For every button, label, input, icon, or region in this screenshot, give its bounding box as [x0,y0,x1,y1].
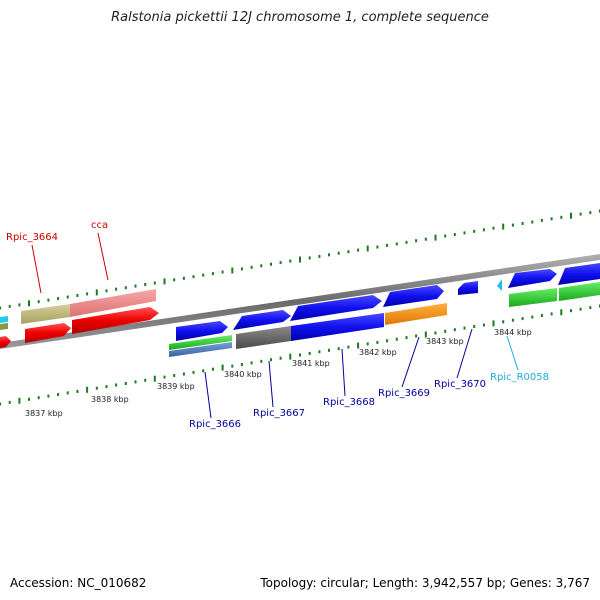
gene-label-leader [456,328,473,379]
scale-label: 3839 kbp [157,382,195,391]
gene-label-leader [268,360,274,408]
scale-label: 3843 kbp [426,337,464,346]
gene-feature-rpic-3668[interactable] [291,313,384,341]
gene-label[interactable]: Rpic_3664 [6,232,58,243]
gene-feature-rpic-3669[interactable] [385,303,447,325]
gene-label-leader [204,371,212,419]
gene-label-leader [506,335,519,371]
gene-label[interactable]: Rpic_3667 [253,408,305,419]
gene-feature-rpic-3669-outer[interactable] [383,285,444,307]
gene-features [0,263,600,357]
gene-feature-rpic-r0058[interactable] [497,279,502,291]
gene-label[interactable]: cca [91,220,108,231]
gene-feature-green-a[interactable] [169,335,232,350]
chromosome-backbone [0,254,600,349]
gene-feature-gray[interactable] [236,326,291,349]
gene-label[interactable]: Rpic_3668 [323,397,375,408]
gene-feature-green-right-b[interactable] [559,282,600,301]
gene-feature-rpic-3666[interactable] [176,321,228,341]
gene-label[interactable]: Rpic_3666 [189,419,241,430]
gene-label[interactable]: Rpic_3670 [434,379,486,390]
gene-feature-red-edge[interactable] [0,336,11,348]
gene-label[interactable]: Rpic_3669 [378,388,430,399]
inner-tick-marks [0,304,600,406]
gene-feature-steel[interactable] [169,342,232,357]
scale-label: 3841 kbp [292,359,330,368]
gene-feature-rpic-3670[interactable] [458,281,478,295]
scale-label: 3840 kbp [224,370,262,379]
outer-tick-marks [0,209,600,310]
gene-feature-olive[interactable] [21,304,70,324]
gene-label-leader [31,244,42,294]
gene-label-leader [401,336,420,388]
scale-label: 3838 kbp [91,395,129,404]
gene-labels: Rpic_3664ccaRpic_3666Rpic_3667Rpic_3668R… [6,220,549,430]
gene-label-leader [341,348,346,397]
map-title: Ralstonia pickettii 12J chromosome 1, co… [111,10,489,25]
gene-feature-green-right-a[interactable] [509,288,557,307]
scale-label: 3844 kbp [494,328,532,337]
gene-feature-rpic-3668-outer[interactable] [290,295,382,321]
scale-labels: 3837 kbp 3838 kbp 3839 kbp 3840 kbp 3841 kbp… [25,328,532,418]
gene-feature-rpic-3664[interactable] [25,323,71,343]
scale-label: 3837 kbp [25,409,63,418]
gene-feature-pink[interactable] [70,289,156,317]
gene-label-leader [97,232,109,281]
accession-label: Accession: NC_010682 [10,576,147,590]
scale-label: 3842 kbp [359,348,397,357]
gene-feature-olive-edge[interactable] [0,323,8,330]
topology-summary: Topology: circular; Length: 3,942,557 bp… [260,576,590,590]
gene-feature-cyan-edge[interactable] [0,316,8,323]
gene-feature-blue-right-b[interactable] [558,263,600,285]
gene-feature-rpic-3667[interactable] [233,310,291,330]
gene-feature-cca[interactable] [72,307,159,334]
gene-label[interactable]: Rpic_R0058 [490,372,549,383]
gene-feature-blue-right-a[interactable] [508,269,557,288]
